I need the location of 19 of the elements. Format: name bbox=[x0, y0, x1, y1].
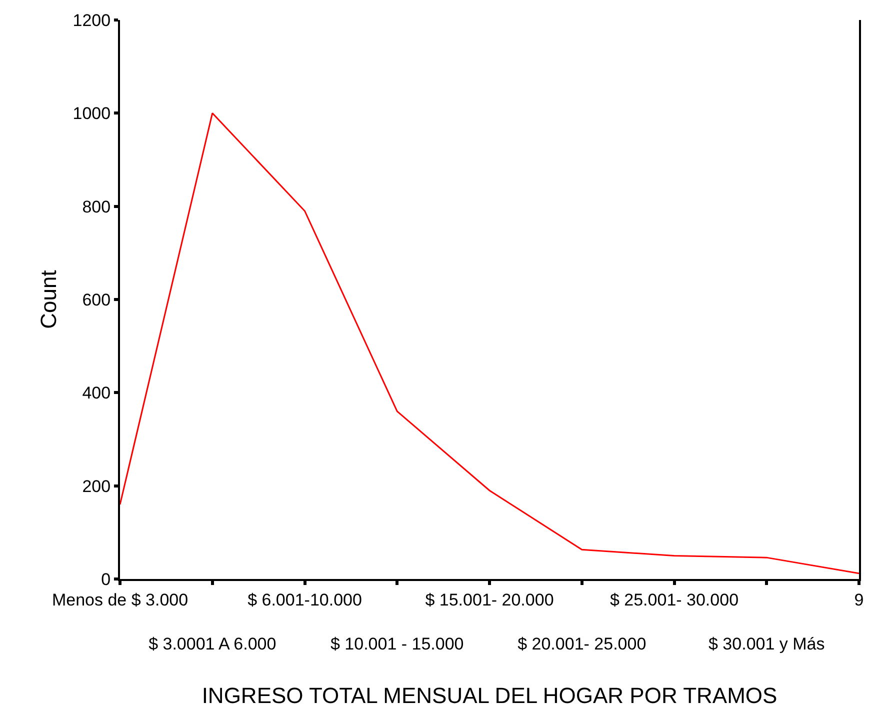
y-tick-label: 200 bbox=[82, 476, 111, 496]
y-tick-label: 800 bbox=[82, 197, 111, 216]
x-tick-label: $ 20.001- 25.000 bbox=[518, 634, 646, 654]
y-tick-label: 1200 bbox=[72, 10, 111, 30]
x-tick-label: $ 6.001-10.000 bbox=[248, 590, 362, 610]
x-tick-label: $ 10.001 - 15.000 bbox=[330, 634, 464, 654]
x-tick-label: 9 bbox=[854, 590, 864, 610]
y-tick-label: 600 bbox=[82, 290, 111, 310]
x-tick-label: Menos de $ 3.000 bbox=[52, 590, 188, 610]
y-tick-label: 400 bbox=[82, 384, 111, 403]
x-tick-label: $ 25.001- 30.000 bbox=[610, 590, 739, 610]
line-series bbox=[120, 112, 859, 574]
x-tick-label: $ 15.001- 20.000 bbox=[425, 590, 554, 610]
x-tick-label: $ 30.001 y Más bbox=[708, 634, 825, 654]
y-tick-label: 1000 bbox=[72, 104, 111, 124]
x-tick-label: $ 3.0001 A 6.000 bbox=[148, 634, 276, 654]
x-axis-title: INGRESO TOTAL MENSUAL DEL HOGAR POR TRAMOS bbox=[202, 683, 778, 708]
y-axis-title: Count bbox=[36, 270, 62, 329]
y-tick-label: 0 bbox=[101, 570, 111, 589]
